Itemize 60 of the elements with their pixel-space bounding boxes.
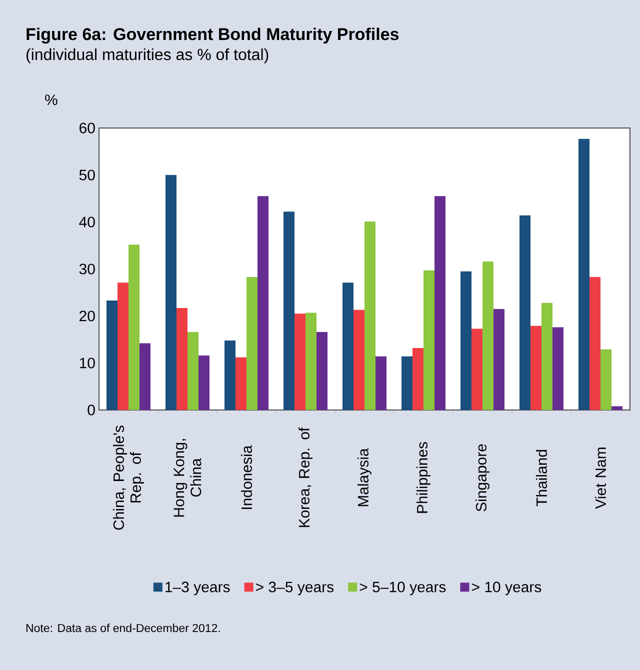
bar — [187, 332, 198, 410]
bar — [611, 406, 622, 410]
y-tick-label: 20 — [80, 310, 95, 322]
bar — [316, 332, 328, 410]
y-tick-label: 30 — [79, 264, 95, 274]
bar — [519, 215, 530, 410]
x-tick-label: Hong Kong, China — [174, 439, 202, 517]
bar — [198, 355, 210, 410]
y-tick-label: 0 — [88, 404, 95, 416]
y-axis-title: % — [45, 94, 58, 106]
chart-title: Figure 6a: Government Bond Maturity Profiles — [26, 28, 399, 44]
y-tick-label: 60 — [80, 122, 95, 134]
legend-label: 1–3 years — [166, 582, 230, 596]
y-tick-label: 50 — [79, 170, 95, 180]
bar — [283, 212, 294, 410]
bar — [140, 343, 150, 410]
bar — [165, 175, 176, 410]
bar — [257, 196, 268, 410]
bar — [364, 222, 376, 410]
legend-label: > 5–10 years — [360, 582, 446, 596]
bar — [541, 302, 552, 410]
bar — [578, 138, 590, 410]
bar — [600, 349, 612, 410]
bar — [118, 282, 128, 410]
bar — [176, 308, 188, 410]
x-tick-label: Thailand — [536, 450, 547, 506]
bar — [375, 356, 386, 410]
bar — [246, 276, 258, 410]
bar — [401, 356, 412, 410]
bar — [106, 300, 118, 410]
bar — [460, 271, 472, 410]
x-tick-label: Malaysia — [358, 448, 372, 506]
x-tick-label: Viet Nam — [594, 448, 606, 509]
x-tick-label: Indonesia — [240, 445, 252, 509]
x-tick-label: China, People's Rep. of — [113, 426, 144, 530]
bar — [423, 270, 434, 410]
legend-label: > 3–5 years — [256, 582, 334, 596]
bar — [342, 282, 354, 410]
legend-label: > 10 years — [472, 582, 542, 596]
bar — [589, 276, 600, 410]
bar — [482, 261, 494, 410]
bar — [471, 328, 482, 410]
chart-subtitle: (individual maturities as % of total) — [26, 48, 268, 64]
bar — [294, 314, 306, 410]
bar — [224, 340, 236, 410]
bar — [412, 348, 424, 410]
x-tick-label: Korea, Rep. of — [298, 427, 312, 528]
bar — [530, 326, 542, 410]
bar — [552, 327, 564, 410]
x-tick-label: Philippines — [416, 442, 430, 513]
bar — [353, 310, 364, 410]
bar — [305, 312, 316, 410]
bar — [128, 244, 140, 410]
y-tick-label: 10 — [80, 358, 95, 368]
bar — [235, 357, 246, 410]
text: Note: Data as of end-December 2012. — [26, 624, 220, 632]
y-tick-label: 40 — [79, 216, 95, 228]
bar — [434, 196, 446, 410]
x-tick-label: Singapore — [476, 444, 490, 512]
bar — [493, 308, 504, 410]
